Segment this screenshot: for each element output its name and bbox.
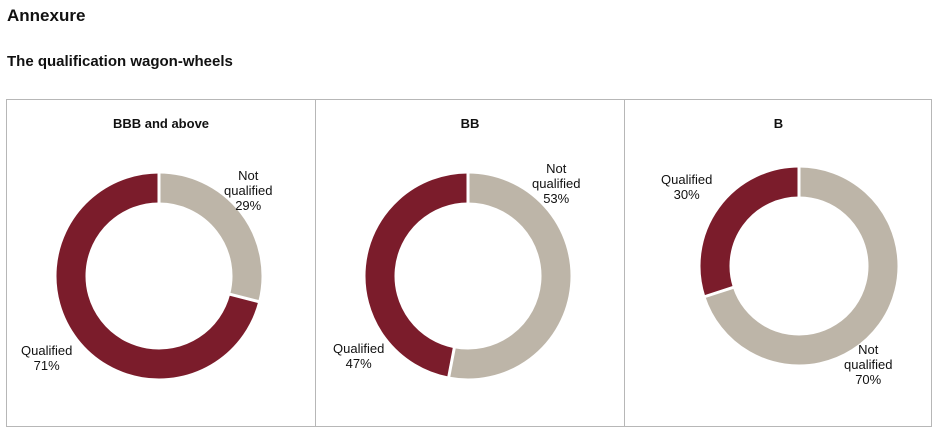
donut-chart-b [700, 166, 898, 365]
donut-slice-qualified [700, 167, 800, 297]
chart-panels: BBB and above Not qualified 29% Qualifie… [6, 99, 932, 427]
donut-slice-qualified [56, 173, 259, 379]
section-title: The qualification wagon-wheels [7, 53, 233, 70]
donut-chart-bbb [56, 172, 262, 379]
slice-label-not-qualified: Not qualified 53% [532, 161, 581, 206]
slice-separator [703, 285, 735, 299]
donut-slice-not-qualified [448, 173, 571, 379]
slice-label-not-qualified: Not qualified 29% [224, 168, 273, 213]
donut-slice-qualified [365, 173, 469, 377]
page-heading: Annexure [7, 6, 86, 25]
donut-chart-bb [365, 172, 571, 379]
slice-separator [447, 346, 456, 378]
donut-slice-not-qualified [705, 167, 898, 365]
chart-title: BBB and above [112, 116, 210, 131]
chart-title: B [773, 116, 784, 131]
slice-label-qualified: Qualified 47% [333, 341, 385, 371]
slice-label-not-qualified: Not qualified 70% [844, 342, 893, 387]
chart-panel-b: B Qualified 30% Not qualified 70% [624, 100, 932, 426]
chart-panel-bbb: BBB and above Not qualified 29% Qualifie… [7, 100, 315, 426]
slice-label-qualified: Qualified 30% [661, 172, 713, 202]
donut-slice-not-qualified [158, 173, 262, 302]
chart-panel-bb: BB Not qualified 53% Qualified 47% [315, 100, 624, 426]
slice-separator [228, 292, 260, 304]
chart-title: BB [460, 116, 480, 131]
slice-label-qualified: Qualified 71% [21, 343, 73, 373]
